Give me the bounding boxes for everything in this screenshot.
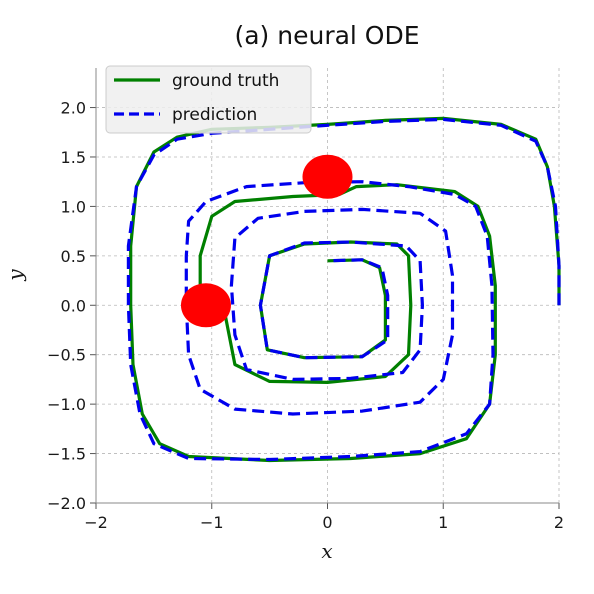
x-tick-label: 0 [322, 513, 332, 532]
axes [90, 68, 560, 509]
y-tick-label: −0.5 [47, 346, 86, 365]
x-tick-label: −1 [200, 513, 224, 532]
y-axis-label: y [3, 269, 27, 282]
y-tick-label: −2.0 [47, 494, 86, 513]
y-tick-label: 1.5 [61, 148, 86, 167]
legend-label-ground-truth: ground truth [172, 71, 279, 91]
y-tick-label: 0.0 [61, 296, 86, 315]
y-tick-label: −1.0 [47, 395, 86, 414]
point-marker [302, 154, 353, 199]
y-tick-label: 1.0 [61, 197, 86, 216]
legend-box [105, 65, 312, 134]
legend: ground truth prediction [105, 65, 312, 134]
point-markers [180, 154, 353, 328]
tick-labels: −2 −1 0 1 2 −2.0 −1.5 −1.0 −0.5 0.0 0.5 1.0 1.5 2.0 [47, 99, 564, 532]
x-tick-label: 1 [438, 513, 448, 532]
y-tick-label: 0.5 [61, 247, 86, 266]
x-axis-label: x [321, 539, 332, 563]
x-tick-label: 2 [554, 513, 564, 532]
legend-label-prediction: prediction [172, 105, 257, 125]
chart-title: (a) neural ODE [234, 21, 419, 50]
x-tick-label: −2 [84, 513, 108, 532]
y-tick-label: 2.0 [61, 99, 86, 118]
y-tick-label: −1.5 [47, 445, 86, 464]
point-marker [180, 283, 231, 328]
